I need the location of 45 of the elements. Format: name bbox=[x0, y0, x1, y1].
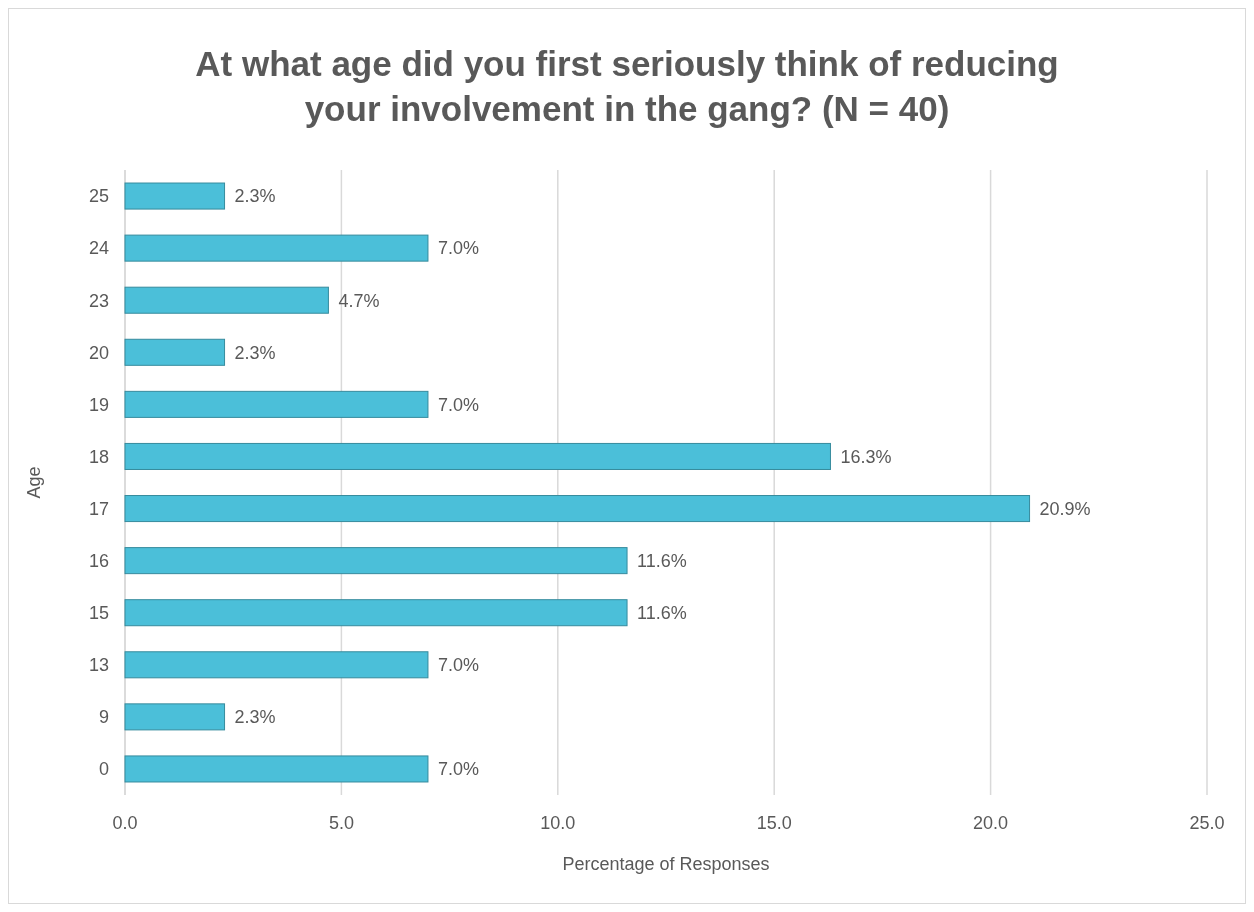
y-axis-title: Age bbox=[24, 466, 44, 499]
data-label: 7.0% bbox=[437, 394, 479, 415]
y-tick-label: 24 bbox=[88, 238, 109, 259]
y-tick-label: 16 bbox=[88, 550, 109, 571]
data-label: 7.0% bbox=[437, 655, 479, 676]
data-label: 11.6% bbox=[637, 550, 687, 571]
bar bbox=[124, 547, 628, 575]
bar bbox=[124, 755, 429, 783]
y-tick-label: 15 bbox=[88, 603, 109, 624]
data-label: 4.7% bbox=[338, 290, 380, 311]
y-tick-label: 9 bbox=[98, 707, 109, 728]
bar bbox=[124, 390, 429, 418]
bar bbox=[124, 651, 429, 679]
data-label: 2.3% bbox=[234, 342, 276, 363]
bar bbox=[124, 234, 429, 262]
data-label: 2.3% bbox=[234, 707, 276, 728]
data-label: 7.0% bbox=[437, 759, 479, 780]
x-tick-label: 10.0 bbox=[540, 813, 576, 833]
x-tick-label: 25.0 bbox=[1189, 813, 1225, 833]
y-tick-label: 25 bbox=[88, 186, 109, 207]
y-tick-label: 23 bbox=[88, 290, 109, 311]
x-tick-label: 0.0 bbox=[112, 813, 138, 833]
y-tick-label: 18 bbox=[88, 446, 109, 467]
bar bbox=[124, 442, 831, 470]
bar bbox=[124, 286, 329, 314]
bar bbox=[124, 599, 628, 627]
data-label: 7.0% bbox=[437, 238, 479, 259]
y-tick-label: 17 bbox=[88, 498, 109, 519]
y-tick-label: 13 bbox=[88, 655, 109, 676]
bar bbox=[124, 703, 226, 731]
x-axis-title: Percentage of Responses bbox=[562, 854, 770, 874]
y-tick-label: 20 bbox=[88, 342, 109, 363]
x-tick-label: 15.0 bbox=[756, 813, 792, 833]
data-label: 20.9% bbox=[1039, 498, 1091, 519]
bar bbox=[124, 182, 226, 210]
bar bbox=[124, 495, 1031, 523]
bar bbox=[124, 338, 226, 366]
data-label: 16.3% bbox=[840, 446, 892, 467]
data-label: 2.3% bbox=[234, 186, 276, 207]
chart-title: At what age did you first seriously think of reducing your involvement in the gang? (N = 40) bbox=[195, 44, 1059, 128]
y-tick-label: 19 bbox=[88, 394, 109, 415]
x-tick-label: 20.0 bbox=[973, 813, 1009, 833]
data-label: 11.6% bbox=[637, 603, 687, 624]
x-tick-label: 5.0 bbox=[328, 813, 354, 833]
y-tick-label: 0 bbox=[98, 759, 109, 780]
